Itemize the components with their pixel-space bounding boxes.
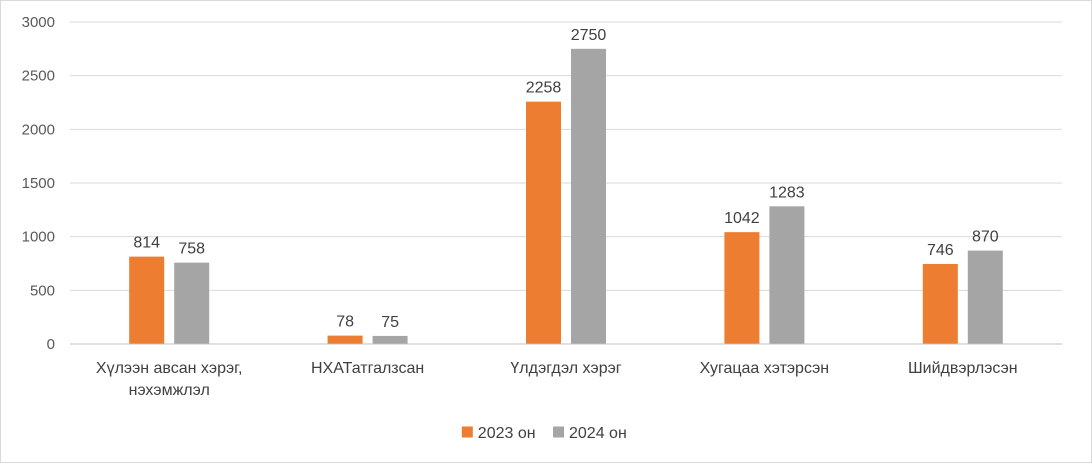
gridlines <box>70 21 1062 291</box>
data-label: 870 <box>972 229 999 246</box>
data-label: 75 <box>381 314 399 331</box>
x-tick-label: Хугацаа хэтэрсэн <box>700 360 830 377</box>
y-tick-label: 3000 <box>22 14 55 31</box>
bar <box>174 262 210 344</box>
bars <box>129 48 1003 345</box>
bar <box>724 232 760 344</box>
legend: 2023 он 2024 он <box>461 425 627 442</box>
data-label: 758 <box>178 241 205 258</box>
legend-label: 2023 он <box>478 425 536 442</box>
data-label: 1042 <box>724 210 760 227</box>
bar <box>129 256 165 344</box>
bar <box>571 48 606 344</box>
data-label: 814 <box>133 235 160 252</box>
x-tick-label: Хүлээн авсан хэрэг, <box>96 360 243 377</box>
data-label: 78 <box>336 314 354 331</box>
y-tick-label: 1000 <box>22 229 55 246</box>
legend-swatch <box>461 426 473 438</box>
y-tick-label: 2000 <box>22 121 55 138</box>
y-tick-label: 500 <box>30 282 55 299</box>
bar <box>526 101 561 345</box>
x-tick-label: нэхэмжлэл <box>129 382 210 399</box>
y-axis: 0 500 1000 1500 2000 2500 3000 <box>22 14 55 353</box>
x-axis: Хүлээн авсан хэрэг, нэхэмжлэл НХАТатгалзса… <box>70 343 1062 399</box>
bar <box>967 250 1003 344</box>
y-tick-label: 1500 <box>22 175 55 192</box>
y-tick-label: 2500 <box>22 68 55 85</box>
bar <box>372 335 408 344</box>
data-labels: 814 758 78 75 2258 2750 1042 1283 746 870 <box>133 27 998 331</box>
x-tick-label: Үлдэгдэл хэрэг <box>510 360 621 377</box>
x-tick-label: НХАТатгалзсан <box>311 360 424 377</box>
legend-label: 2024 он <box>569 425 627 442</box>
data-label: 746 <box>927 242 954 259</box>
data-label: 2258 <box>526 80 562 97</box>
legend-swatch <box>553 426 564 438</box>
bar <box>327 335 363 344</box>
bar <box>922 263 958 344</box>
bar <box>769 206 805 344</box>
x-tick-label: Шийдвэрлэсэн <box>908 360 1018 377</box>
data-label: 1283 <box>769 184 805 201</box>
data-label: 2750 <box>571 27 607 44</box>
y-tick-label: 0 <box>47 336 55 353</box>
